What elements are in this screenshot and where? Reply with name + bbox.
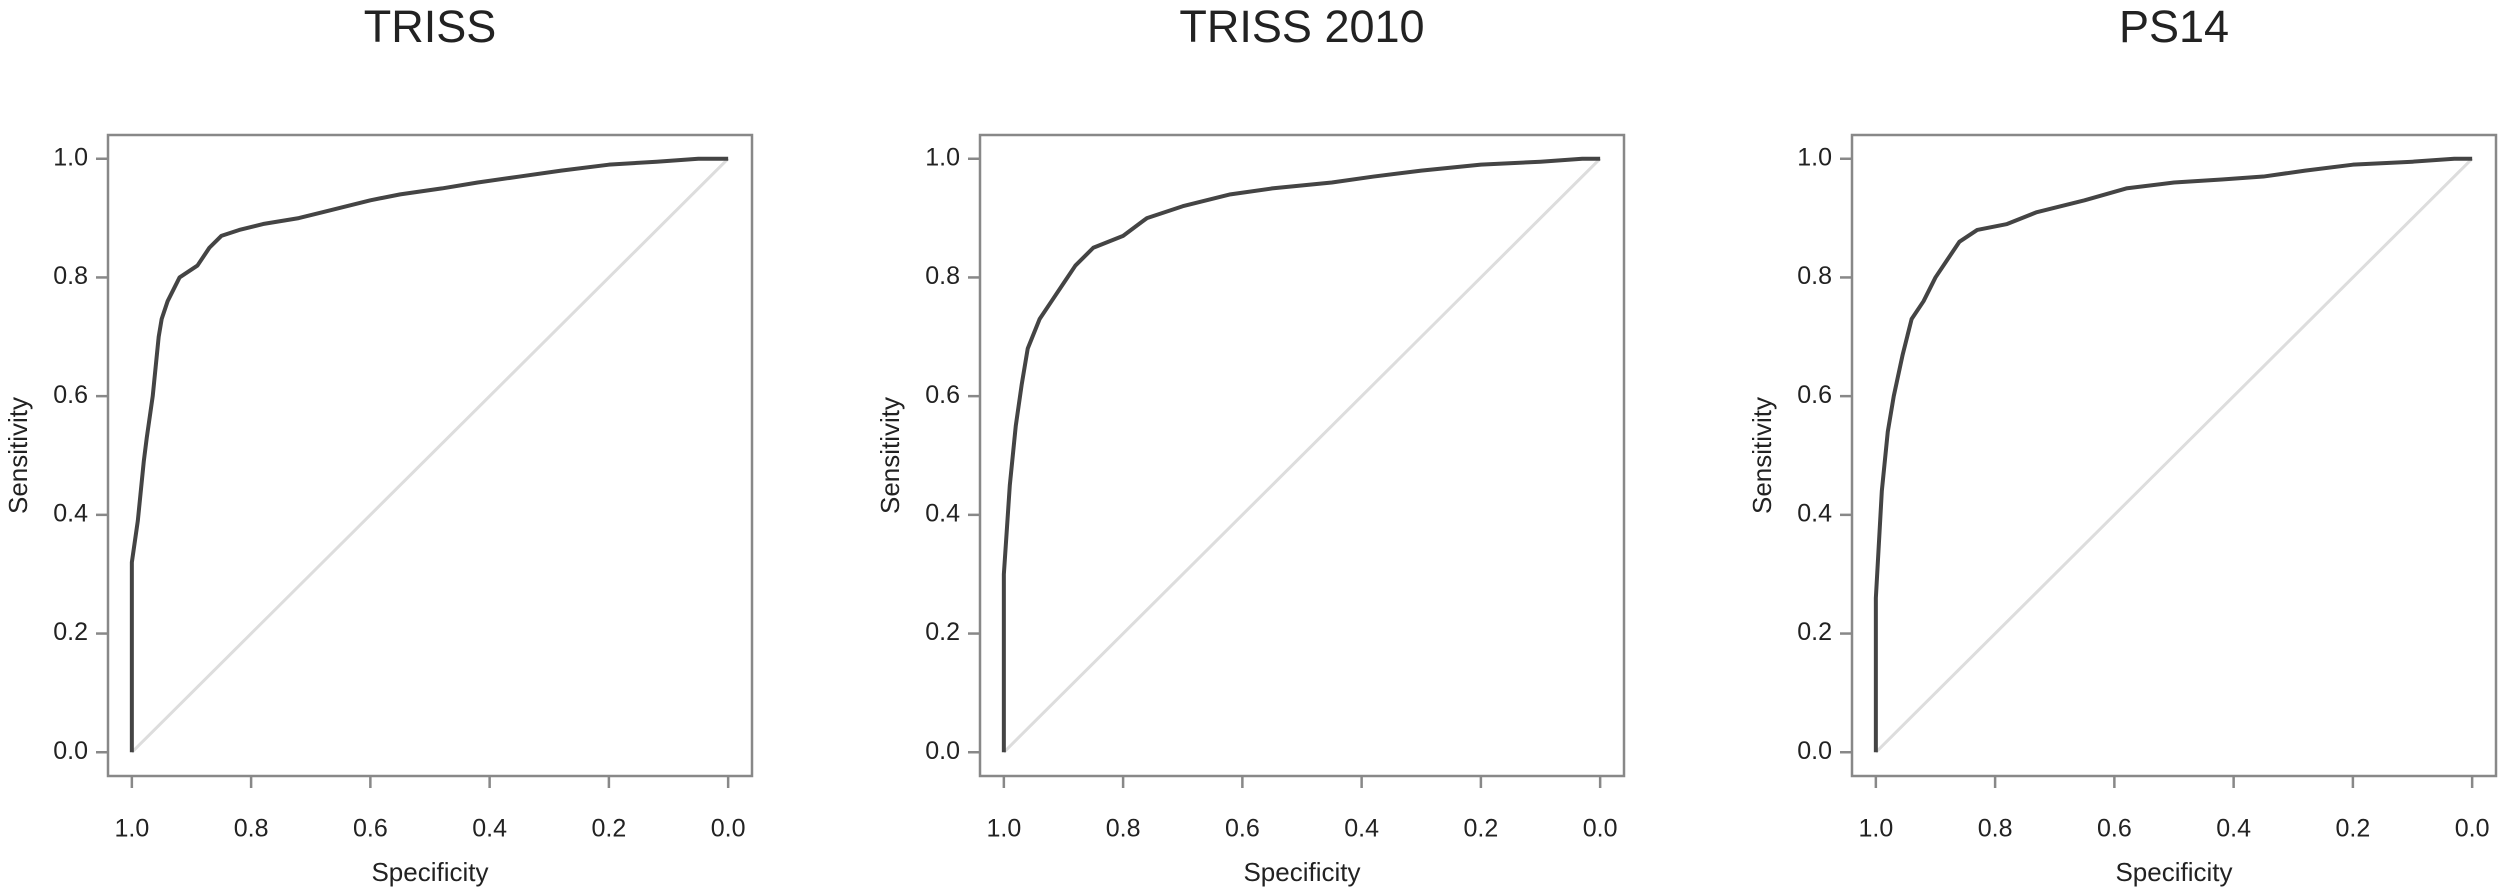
x-tick-label: 0.4 — [2216, 815, 2251, 843]
y-tick-label: 0.6 — [925, 381, 960, 409]
reference-line — [130, 157, 730, 754]
y-tick-label: 0.2 — [1797, 618, 1832, 646]
plot-frame — [106, 133, 754, 778]
y-tick-label: 0.6 — [1797, 381, 1832, 409]
y-tick-label: 0.8 — [1797, 262, 1832, 290]
x-tick-label: 1.0 — [1858, 815, 1893, 843]
y-tick-label: 0.4 — [53, 499, 88, 527]
y-axis-label: Sensitivity — [3, 397, 33, 514]
x-tick-label: 1.0 — [114, 815, 149, 843]
y-tick-label: 1.0 — [1797, 143, 1832, 171]
y-tick-label: 1.0 — [925, 143, 960, 171]
x-axis-label: Specificity — [1243, 857, 1360, 887]
y-tick-label: 0.2 — [53, 618, 88, 646]
chart-title: TRISS 2010 — [1179, 1, 1424, 52]
y-tick-label: 0.8 — [925, 262, 960, 290]
x-tick-label: 0.8 — [1978, 815, 2013, 843]
y-tick-label: 0.8 — [53, 262, 88, 290]
x-tick-label: 0.4 — [1344, 815, 1379, 843]
x-tick-label: 0.8 — [234, 815, 269, 843]
chart-title: PS14 — [2119, 1, 2229, 52]
x-tick-label: 0.8 — [1106, 815, 1141, 843]
x-tick-label: 1.0 — [986, 815, 1021, 843]
roc-curve — [1001, 156, 1601, 753]
plot-frame — [978, 133, 1626, 778]
y-tick-label: 1.0 — [53, 143, 88, 171]
y-tick-label: 0.4 — [1797, 499, 1832, 527]
y-axis-label: Sensitivity — [875, 397, 905, 514]
y-tick-label: 0.0 — [1797, 737, 1832, 765]
x-tick-label: 0.2 — [2336, 815, 2371, 843]
x-tick-label: 0.6 — [1225, 815, 1260, 843]
y-axis-label: Sensitivity — [1747, 397, 1777, 514]
y-tick-label: 0.2 — [925, 618, 960, 646]
x-tick-label: 0.2 — [592, 815, 627, 843]
x-tick-label: 0.6 — [353, 815, 388, 843]
x-tick-label: 0.0 — [2455, 815, 2490, 843]
plot-frame — [1850, 133, 2498, 778]
chart-title: TRISS — [364, 1, 497, 52]
x-axis-label: Specificity — [2115, 857, 2232, 887]
y-tick-label: 0.0 — [925, 737, 960, 765]
roc-curve — [129, 156, 729, 753]
reference-line — [1002, 157, 1602, 754]
roc-curve — [1873, 156, 2473, 753]
y-tick-label: 0.0 — [53, 737, 88, 765]
x-tick-label: 0.4 — [472, 815, 507, 843]
x-tick-label: 0.0 — [711, 815, 746, 843]
x-tick-label: 0.2 — [1464, 815, 1499, 843]
reference-line — [1874, 157, 2474, 754]
x-tick-label: 0.0 — [1583, 815, 1618, 843]
x-tick-label: 0.6 — [2097, 815, 2132, 843]
x-axis-label: Specificity — [371, 857, 488, 887]
y-tick-label: 0.4 — [925, 499, 960, 527]
y-tick-label: 0.6 — [53, 381, 88, 409]
